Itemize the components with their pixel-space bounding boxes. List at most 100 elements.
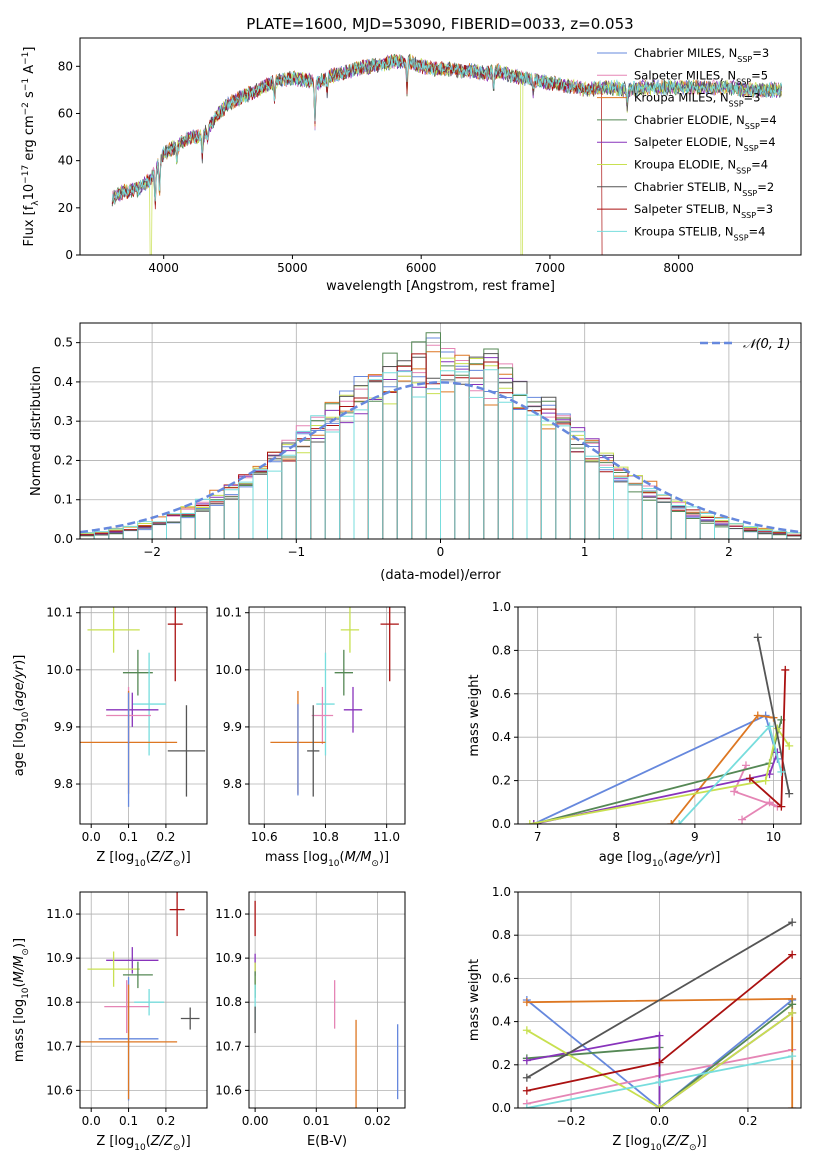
weight-marker [788,1000,797,1009]
errorbar-point [311,686,334,745]
axes-frame [517,606,802,825]
weight-marker [765,722,774,731]
axes-weight-vs-Z: −0.2 0.0 0.2 0.0 0.2 0.4 0.6 0.8 1.0 mass weight Z… [467,885,802,1153]
legend-label: Salpeter ELODIE, NSSP=4 [634,135,776,153]
y-axis-label: mass weight [467,674,482,756]
y-tick-label: 10.1 [215,606,242,620]
errorbar-point [80,984,178,1100]
label-part: 10 [22,184,37,201]
legend-label: 𝒩(0, 1) [743,337,790,352]
histogram-kroupa-stelib [80,369,801,539]
x-tick-label: 7000 [535,261,566,275]
weight-line [526,921,793,1079]
weight-marker [655,1104,664,1108]
errorbar-point [380,607,399,682]
label-part: age [log [12,723,27,776]
y-tick-label: 0.0 [492,1101,511,1115]
label-part: Kroupa ELODIE, N [634,158,736,172]
label-part: 10 [21,711,31,723]
y-tick-label: 0.2 [492,1058,511,1072]
errorbar-point [180,1007,200,1030]
errorbar-point [106,692,159,727]
axes-frame [248,606,406,825]
axes-frame [248,891,406,1109]
label-part: age [log [599,850,652,865]
y-tick-label: 0.2 [54,453,73,467]
weight-marker [781,665,790,674]
label-part: A [22,65,37,78]
label-part: )] [181,1134,191,1149]
label-part: −17 [21,165,31,184]
label-part: Z [log [612,1134,650,1149]
weight-marker [788,918,797,927]
label-part: Normed distribution [29,366,44,496]
weight-line [533,719,783,824]
errorbar-point [167,607,183,682]
axes-frame [79,37,802,256]
errorbar-point [307,705,320,797]
label-part: 10 [134,859,146,869]
y-tick-label: 0.4 [492,1015,511,1029]
label-part: )] [12,655,27,665]
y-tick-label: 20 [58,201,73,215]
label-part: −1 [21,52,31,65]
axes-weight-vs-age: 7 8 9 10 0.0 0.2 0.4 0.6 0.8 1.0 mass weight age [l… [467,600,802,869]
label-part: 10 [134,1143,146,1153]
y-tick-label: 10.6 [46,1083,73,1097]
y-tick-label: 0.2 [492,774,511,788]
x-tick-label: 10.6 [251,830,278,844]
label-part: Z [log [96,850,134,865]
label-part: age/yr [12,663,27,706]
label-part: age/yr [668,850,711,865]
y-tick-label: 10.0 [215,663,242,677]
x-tick-label: 10.8 [312,830,339,844]
label-part: λ [31,200,41,206]
weight-marker [745,774,754,783]
label-part: =3 [752,46,769,60]
weight-marker [753,711,762,720]
label-part: mass [log [12,999,27,1062]
label-part: =3 [744,91,761,105]
label-part: mass weight [467,674,482,756]
label-part: Z/Z [150,1134,174,1149]
label-part: SSP [742,188,757,197]
x-tick-label: 1 [581,545,589,559]
label-part: =3 [756,202,773,216]
spectrum-line [111,54,783,204]
errorbar-point [334,649,353,696]
weight-marker [761,776,770,785]
errorbar-point [132,652,166,756]
label-part: ⊙ [173,859,181,869]
x-tick-label: 0.1 [119,1114,138,1128]
weight-marker [655,1078,664,1087]
label-part: =2 [757,180,774,194]
x-tick-label: 0.1 [119,830,138,844]
label-part: ⊙ [21,948,31,956]
y-tick-label: 0.4 [492,730,511,744]
label-part: Z/Z [150,850,174,865]
y-tick-label: 10.7 [215,1039,242,1053]
weight-marker [788,1104,797,1108]
weight-line [670,714,774,824]
x-tick-label: 10 [766,830,781,844]
y-tick-label: 0.6 [492,971,511,985]
weight-marker [785,789,794,798]
label-part: =4 [751,158,768,172]
label-part: ( [662,1134,667,1149]
x-tick-label: 0.2 [156,1114,175,1128]
weight-marker [788,1008,797,1017]
label-part: −1 [21,78,31,91]
x-tick-label: 5000 [277,261,308,275]
weight-marker [788,950,797,959]
spectrum-line [111,53,783,255]
label-part: SSP [734,233,749,242]
y-tick-label: 9.9 [54,720,73,734]
label-part: ⊙ [689,1143,697,1153]
label-part: Chabrier STELIB, N [634,180,742,194]
label-part: SSP [729,99,744,108]
y-tick-label: 60 [58,106,73,120]
label-part: ( [663,850,668,865]
x-tick-label: −0.2 [556,1114,585,1128]
weight-marker [777,802,786,811]
label-part: Salpeter STELIB, N [634,202,741,216]
